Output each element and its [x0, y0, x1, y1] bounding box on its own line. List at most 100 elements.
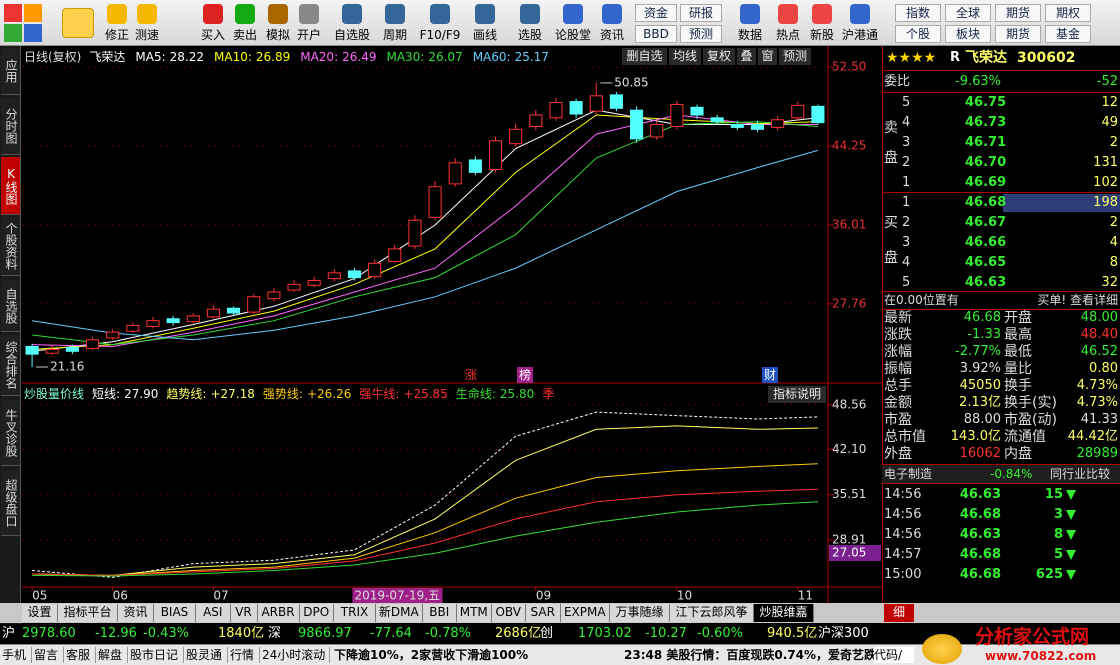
event-marker[interactable]: 财: [762, 367, 778, 383]
tab[interactable]: 设置: [22, 604, 58, 622]
toolbar-button[interactable]: 沪港通: [841, 28, 878, 42]
toolbar-button[interactable]: 开户: [296, 28, 321, 42]
toolbar-button[interactable]: 修正: [104, 28, 129, 42]
toolbar-grid-button[interactable]: 预测: [680, 25, 722, 43]
tab[interactable]: 新DMA: [376, 604, 423, 622]
stock-name: 飞荣达: [965, 50, 1007, 66]
chart-button[interactable]: 叠: [737, 48, 756, 65]
candle-body: [408, 219, 422, 247]
tab[interactable]: BBI: [422, 604, 457, 622]
footer-link[interactable]: 行情: [230, 647, 260, 663]
candle-body: [529, 114, 543, 127]
chart-button[interactable]: 预测: [779, 48, 811, 65]
toolbar-button[interactable]: 新股: [809, 28, 834, 42]
candle-body: [630, 109, 644, 140]
footer-link[interactable]: 解盘: [98, 647, 128, 663]
footer-link[interactable]: 留言: [34, 647, 64, 663]
nav-button[interactable]: 板块: [945, 25, 991, 43]
side-tab[interactable]: 个股资料: [1, 217, 20, 276]
side-tab[interactable]: 分时图: [1, 98, 20, 155]
tab[interactable]: TRIX: [334, 604, 376, 622]
footer-link[interactable]: 股市日记: [130, 647, 184, 663]
book-price: 46.69: [965, 175, 1007, 190]
nav-button[interactable]: 个股: [895, 25, 941, 43]
indicator-button[interactable]: 指标说明: [768, 386, 826, 403]
toolbar-button[interactable]: 选股: [517, 28, 542, 42]
footer-link[interactable]: 24小时滚动: [262, 647, 330, 663]
status-item: -0.78%: [425, 626, 471, 641]
toolbar-button[interactable]: 买入: [200, 28, 225, 42]
candle-body: [650, 124, 664, 138]
tab[interactable]: ASI: [196, 604, 231, 622]
toolbar-button[interactable]: 测速: [134, 28, 159, 42]
nav-button[interactable]: 期货: [995, 25, 1041, 43]
tab[interactable]: OBV: [491, 604, 526, 622]
toolbar-button[interactable]: 论股堂: [554, 28, 591, 42]
toolbar-button[interactable]: 卖出: [232, 28, 257, 42]
y-tick-label: 52.50: [832, 60, 866, 74]
toolbar-button[interactable]: 数据: [737, 28, 762, 42]
book-price: 46.66: [965, 235, 1007, 250]
code-input[interactable]: 代码/: [874, 647, 914, 663]
stat-value: 46.68: [963, 310, 1001, 325]
side-tab[interactable]: 牛叉诊股: [1, 400, 20, 466]
toolbar-button[interactable]: 周期: [382, 28, 407, 42]
chart-button[interactable]: 删自选: [622, 48, 667, 65]
chart-button[interactable]: 窗: [758, 48, 777, 65]
toolbar-button[interactable]: 画线: [472, 28, 497, 42]
footer-link[interactable]: 股灵通: [186, 647, 228, 663]
nav-button[interactable]: 期权: [1045, 4, 1091, 22]
tab[interactable]: 细: [884, 604, 914, 622]
nav-button[interactable]: 期货: [995, 4, 1041, 22]
toolbar-grid-button[interactable]: BBD: [635, 25, 677, 43]
toolbar-button[interactable]: F10/F9: [419, 28, 461, 42]
tab[interactable]: 江下云郎风筝: [670, 604, 754, 622]
back-button[interactable]: [62, 8, 94, 38]
row-divider: [882, 291, 1120, 292]
nav-button[interactable]: 基金: [1045, 25, 1091, 43]
book-level: 4: [902, 255, 911, 270]
notice: 在0.00位置有: [884, 293, 959, 307]
side-tab[interactable]: K线图: [1, 157, 20, 215]
tab[interactable]: 资讯: [118, 604, 154, 622]
chart-button[interactable]: 均线: [669, 48, 701, 65]
tab[interactable]: BIAS: [154, 604, 196, 622]
sector-compare[interactable]: 同行业比较: [1050, 467, 1111, 481]
book-level: 2: [902, 155, 911, 170]
toolbar-button[interactable]: 模拟: [265, 28, 290, 42]
nav-button[interactable]: 全球: [945, 4, 991, 22]
toolbar-grid-button[interactable]: 资金: [635, 4, 677, 22]
tab[interactable]: VR: [230, 604, 258, 622]
news[interactable]: 23:48 美股行情：百度现跌0.74%，爱奇艺跌: [624, 648, 877, 662]
footer-link[interactable]: 手机: [2, 647, 32, 663]
toolbar-button[interactable]: 资讯: [599, 28, 624, 42]
stat-value: 45050: [959, 378, 1001, 393]
tab[interactable]: EXPMA: [560, 604, 610, 622]
tab[interactable]: 炒股维嘉: [754, 604, 814, 622]
toolbar-button[interactable]: 热点: [775, 28, 800, 42]
news[interactable]: 下降逾10%，2家营收下滑逾100%: [334, 648, 529, 662]
footer-link[interactable]: 客服: [66, 647, 96, 663]
tab[interactable]: 万事随缘: [610, 604, 670, 622]
tab[interactable]: SAR: [526, 604, 561, 622]
event-marker[interactable]: 涨: [464, 368, 477, 382]
nav-button[interactable]: 指数: [895, 4, 941, 22]
event-marker[interactable]: 榜: [517, 367, 533, 383]
tab[interactable]: DPO: [299, 604, 334, 622]
notice-link[interactable]: 买单! 查看详细: [1037, 293, 1118, 307]
toolbar-grid-button[interactable]: 研报: [680, 4, 722, 22]
toolbar-button[interactable]: 自选股: [333, 28, 370, 42]
tab[interactable]: MTM: [457, 604, 492, 622]
ma-line: [32, 109, 818, 352]
side-tab[interactable]: 应用: [1, 48, 20, 95]
quote-panel: [882, 46, 1120, 624]
book-label: 盘: [884, 250, 898, 266]
tab[interactable]: 指标平台: [58, 604, 118, 622]
chart-button[interactable]: 复权: [703, 48, 735, 65]
side-tab[interactable]: 超级盘口: [1, 470, 20, 536]
book-volume: 4: [1109, 235, 1118, 250]
side-tab[interactable]: 自选股: [1, 280, 20, 332]
y-tick-label: 36.01: [832, 217, 866, 231]
side-tab[interactable]: 综合排名: [1, 335, 20, 396]
tab[interactable]: ARBR: [257, 604, 300, 622]
